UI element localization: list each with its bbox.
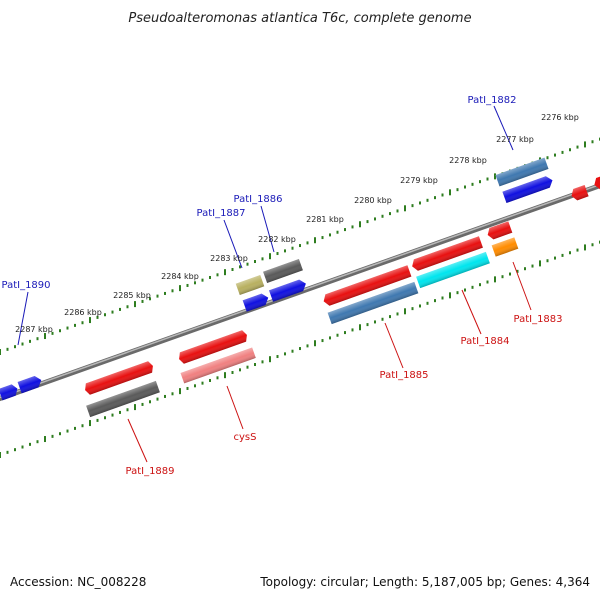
kbp-2282: 2282 kbp <box>258 235 296 244</box>
leader-1887 <box>223 219 243 269</box>
label-1883[interactable]: PatI_1883 <box>513 314 562 325</box>
gene-cyan-1884[interactable] <box>416 251 490 289</box>
kbp-2280: 2280 kbp <box>354 196 392 205</box>
gene-steelblue-1885[interactable] <box>327 281 419 325</box>
gene-blue-1887[interactable] <box>242 292 271 312</box>
kbp-2277: 2277 kbp <box>496 135 534 144</box>
leader-1890 <box>17 291 29 346</box>
gene-red-1883[interactable] <box>486 221 513 240</box>
gene-left-blue-1[interactable] <box>0 383 19 401</box>
kbp-2281: 2281 kbp <box>306 215 344 224</box>
gene-right-red-2[interactable] <box>592 174 600 191</box>
accession-text: Accession: NC_008228 <box>10 575 146 589</box>
label-1890[interactable]: PatI_1890 <box>1 280 50 291</box>
label-1884[interactable]: PatI_1884 <box>460 336 509 347</box>
gene-red-1885[interactable] <box>322 265 412 307</box>
kbp-2284: 2284 kbp <box>161 272 199 281</box>
leader-1883 <box>512 261 532 311</box>
topology-text: Topology: circular; Length: 5,187,005 bp… <box>259 575 590 589</box>
gene-orange-1883[interactable] <box>491 237 519 257</box>
scale-ticks <box>0 137 600 458</box>
leader-1889 <box>127 418 148 463</box>
kbp-labels: 2276 kbp 2277 kbp 2278 kbp 2279 kbp 2280… <box>15 113 579 334</box>
gene-right-red-1[interactable] <box>570 184 589 202</box>
label-1886[interactable]: PatI_1886 <box>233 194 282 205</box>
gene-red-cyss[interactable] <box>177 329 249 364</box>
leader-cyss <box>226 385 244 430</box>
gene-gray-1889[interactable] <box>86 380 160 418</box>
gene-left-blue-2[interactable] <box>17 374 44 394</box>
label-1889[interactable]: PatI_1889 <box>125 466 174 477</box>
gene-red-1889[interactable] <box>83 360 155 395</box>
kbp-2278: 2278 kbp <box>449 156 487 165</box>
gene-blue-1882[interactable] <box>502 175 554 204</box>
gene-steelblue-1882[interactable] <box>495 157 549 187</box>
kbp-2279: 2279 kbp <box>400 176 438 185</box>
leader-1882 <box>493 105 514 151</box>
leader-1885 <box>384 322 404 369</box>
label-1887[interactable]: PatI_1887 <box>196 208 245 219</box>
gene-olive-1887[interactable] <box>235 274 265 296</box>
kbp-2276: 2276 kbp <box>541 113 579 122</box>
gene-blue-1886[interactable] <box>269 278 308 302</box>
gene-red-1884[interactable] <box>410 236 483 272</box>
kbp-2287: 2287 kbp <box>15 325 53 334</box>
gene-lightred-cyss[interactable] <box>180 347 256 384</box>
kbp-2285: 2285 kbp <box>113 291 151 300</box>
gene-labels: PatI_1882 PatI_1883 PatI_1884 PatI_1885 … <box>1 95 562 477</box>
gene-shapes <box>0 157 600 418</box>
label-1882[interactable]: PatI_1882 <box>467 95 516 106</box>
map-title: Pseudoalteromonas atlantica T6c, complet… <box>128 11 471 26</box>
leader-1884 <box>461 289 482 335</box>
kbp-2283: 2283 kbp <box>210 254 248 263</box>
label-1885[interactable]: PatI_1885 <box>379 370 428 381</box>
leader-1886 <box>260 205 275 253</box>
label-cyss[interactable]: cysS <box>234 432 257 443</box>
gene-gray-1886[interactable] <box>263 258 303 284</box>
kbp-2286: 2286 kbp <box>64 308 102 317</box>
leader-lines <box>17 105 532 463</box>
